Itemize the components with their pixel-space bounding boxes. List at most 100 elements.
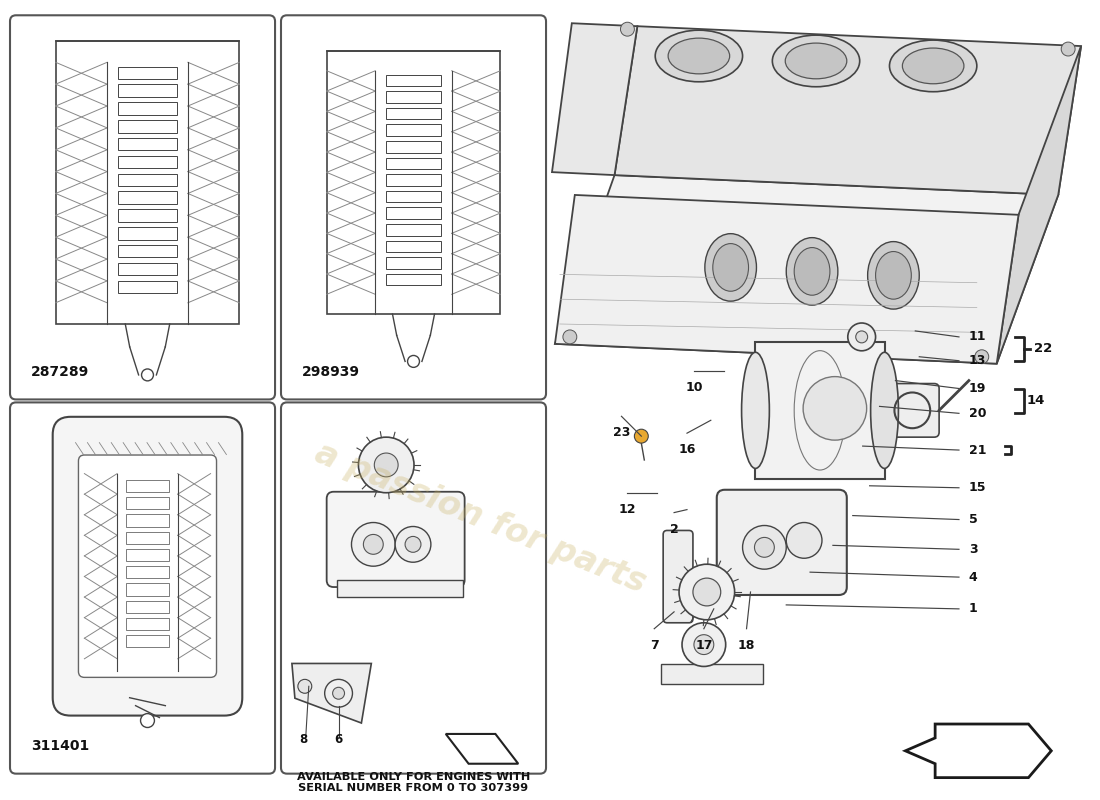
- Bar: [386, 91, 441, 103]
- Circle shape: [352, 522, 395, 566]
- Bar: [126, 514, 168, 526]
- Circle shape: [620, 22, 635, 36]
- Circle shape: [856, 331, 868, 343]
- Bar: [386, 74, 441, 86]
- Bar: [119, 281, 177, 293]
- FancyBboxPatch shape: [53, 417, 242, 715]
- Circle shape: [786, 522, 822, 558]
- Text: 311401: 311401: [31, 739, 89, 753]
- Text: 18: 18: [738, 638, 756, 652]
- Circle shape: [679, 564, 735, 620]
- Polygon shape: [556, 195, 1019, 364]
- Bar: [126, 618, 168, 630]
- Bar: [386, 241, 441, 252]
- Circle shape: [755, 538, 774, 558]
- Text: 4: 4: [969, 570, 978, 584]
- Text: 8: 8: [299, 733, 307, 746]
- FancyBboxPatch shape: [78, 455, 217, 678]
- Bar: [126, 635, 168, 647]
- Circle shape: [142, 369, 153, 381]
- Text: a passion for parts: a passion for parts: [310, 436, 651, 599]
- Text: 14: 14: [1026, 394, 1045, 407]
- FancyBboxPatch shape: [10, 15, 275, 399]
- Bar: [126, 601, 168, 613]
- Circle shape: [141, 714, 154, 727]
- Bar: [386, 108, 441, 119]
- Polygon shape: [661, 665, 763, 684]
- Text: 6: 6: [334, 733, 343, 746]
- Bar: [126, 566, 168, 578]
- Ellipse shape: [785, 43, 847, 79]
- Circle shape: [408, 355, 419, 367]
- Text: 10: 10: [685, 381, 703, 394]
- Bar: [756, 342, 884, 479]
- Bar: [386, 174, 441, 186]
- Ellipse shape: [868, 242, 920, 309]
- FancyBboxPatch shape: [874, 383, 939, 437]
- Ellipse shape: [794, 247, 829, 295]
- Text: 11: 11: [969, 330, 987, 343]
- Bar: [119, 102, 177, 114]
- Text: 15: 15: [969, 482, 987, 494]
- Ellipse shape: [656, 30, 743, 82]
- Ellipse shape: [876, 251, 911, 299]
- Bar: [126, 532, 168, 544]
- Circle shape: [332, 687, 344, 699]
- Bar: [386, 224, 441, 236]
- Polygon shape: [446, 734, 518, 764]
- Polygon shape: [615, 26, 1081, 195]
- Circle shape: [395, 526, 431, 562]
- Bar: [119, 66, 177, 79]
- Bar: [119, 84, 177, 97]
- FancyBboxPatch shape: [10, 402, 275, 774]
- FancyBboxPatch shape: [663, 530, 693, 622]
- Circle shape: [803, 377, 867, 440]
- Polygon shape: [997, 46, 1081, 364]
- Text: 287289: 287289: [31, 365, 89, 378]
- Circle shape: [694, 634, 714, 654]
- FancyBboxPatch shape: [280, 15, 546, 399]
- Bar: [119, 156, 177, 168]
- FancyBboxPatch shape: [327, 492, 464, 587]
- Ellipse shape: [741, 352, 769, 469]
- Text: 7: 7: [650, 638, 659, 652]
- Text: 16: 16: [679, 443, 695, 456]
- Text: 2: 2: [670, 522, 679, 535]
- Circle shape: [363, 534, 383, 554]
- Bar: [119, 210, 177, 222]
- Circle shape: [693, 578, 720, 606]
- Bar: [126, 480, 168, 492]
- Circle shape: [742, 526, 786, 569]
- Circle shape: [975, 350, 989, 364]
- Ellipse shape: [705, 234, 757, 301]
- Circle shape: [359, 437, 414, 493]
- Ellipse shape: [890, 40, 977, 92]
- Bar: [386, 141, 441, 153]
- FancyBboxPatch shape: [280, 402, 546, 774]
- Bar: [56, 41, 240, 324]
- Bar: [327, 51, 500, 314]
- Circle shape: [405, 537, 421, 552]
- Bar: [119, 174, 177, 186]
- Ellipse shape: [772, 35, 860, 86]
- Bar: [119, 245, 177, 258]
- Ellipse shape: [786, 238, 838, 305]
- Bar: [119, 120, 177, 133]
- Bar: [386, 125, 441, 136]
- Bar: [126, 583, 168, 595]
- Text: AVAILABLE ONLY FOR ENGINES WITH
SERIAL NUMBER FROM 0 TO 307399: AVAILABLE ONLY FOR ENGINES WITH SERIAL N…: [297, 772, 530, 794]
- Bar: [386, 207, 441, 219]
- Text: 298939: 298939: [301, 365, 360, 378]
- Text: 22: 22: [1034, 342, 1053, 355]
- Text: 17: 17: [695, 638, 713, 652]
- Text: 13: 13: [969, 354, 987, 367]
- Bar: [126, 549, 168, 561]
- Polygon shape: [552, 23, 637, 175]
- Text: 21: 21: [969, 443, 987, 457]
- Circle shape: [682, 622, 726, 666]
- Bar: [119, 191, 177, 204]
- Polygon shape: [337, 580, 463, 597]
- Text: 5: 5: [969, 513, 978, 526]
- Bar: [386, 191, 441, 202]
- Text: 3: 3: [969, 543, 978, 556]
